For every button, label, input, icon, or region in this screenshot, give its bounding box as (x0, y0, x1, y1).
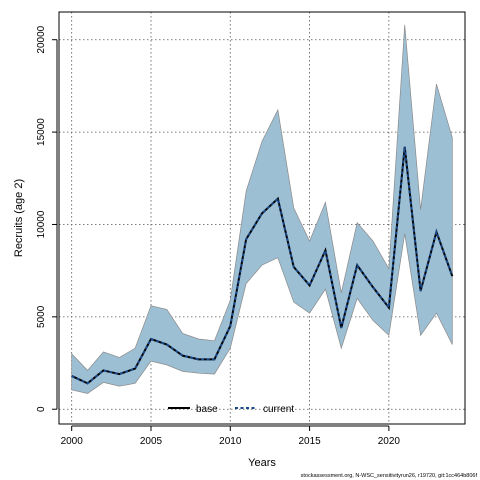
legend: base current (168, 404, 294, 415)
x-tick-label: 2020 (378, 436, 401, 447)
x-axis: 2000 2005 2010 2015 2020 (61, 425, 401, 447)
y-axis: 0 5000 10000 15000 20000 (36, 25, 58, 412)
base-series-line (71, 146, 454, 385)
grid (59, 12, 465, 424)
y-tick-label: 20000 (36, 25, 47, 53)
legend-label-base: base (196, 404, 218, 415)
x-tick-label: 2005 (140, 436, 163, 447)
y-tick-label: 5000 (36, 305, 47, 328)
y-tick-label: 15000 (36, 118, 47, 146)
x-tick-label: 2015 (298, 436, 321, 447)
x-tick-label: 2010 (219, 436, 242, 447)
plot-frame (58, 11, 466, 425)
y-tick-label: 10000 (36, 210, 47, 238)
y-axis-title: Recruits (age 2) (13, 179, 25, 257)
x-tick-label: 2000 (61, 436, 84, 447)
x-axis-title: Years (248, 457, 276, 469)
legend-label-current: current (263, 404, 294, 415)
confidence-band (71, 24, 453, 394)
y-tick-label: 0 (36, 406, 47, 412)
footnote: stockassessment.org, N-WSC_sensitivityru… (301, 473, 478, 479)
